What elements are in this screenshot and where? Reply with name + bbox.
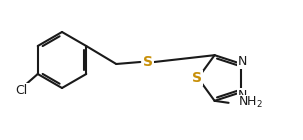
Text: N: N bbox=[238, 89, 247, 102]
Text: N: N bbox=[238, 55, 247, 68]
Text: S: S bbox=[192, 71, 202, 85]
Text: NH$_2$: NH$_2$ bbox=[238, 95, 263, 110]
Text: S: S bbox=[143, 55, 153, 69]
Text: Cl: Cl bbox=[16, 83, 28, 96]
